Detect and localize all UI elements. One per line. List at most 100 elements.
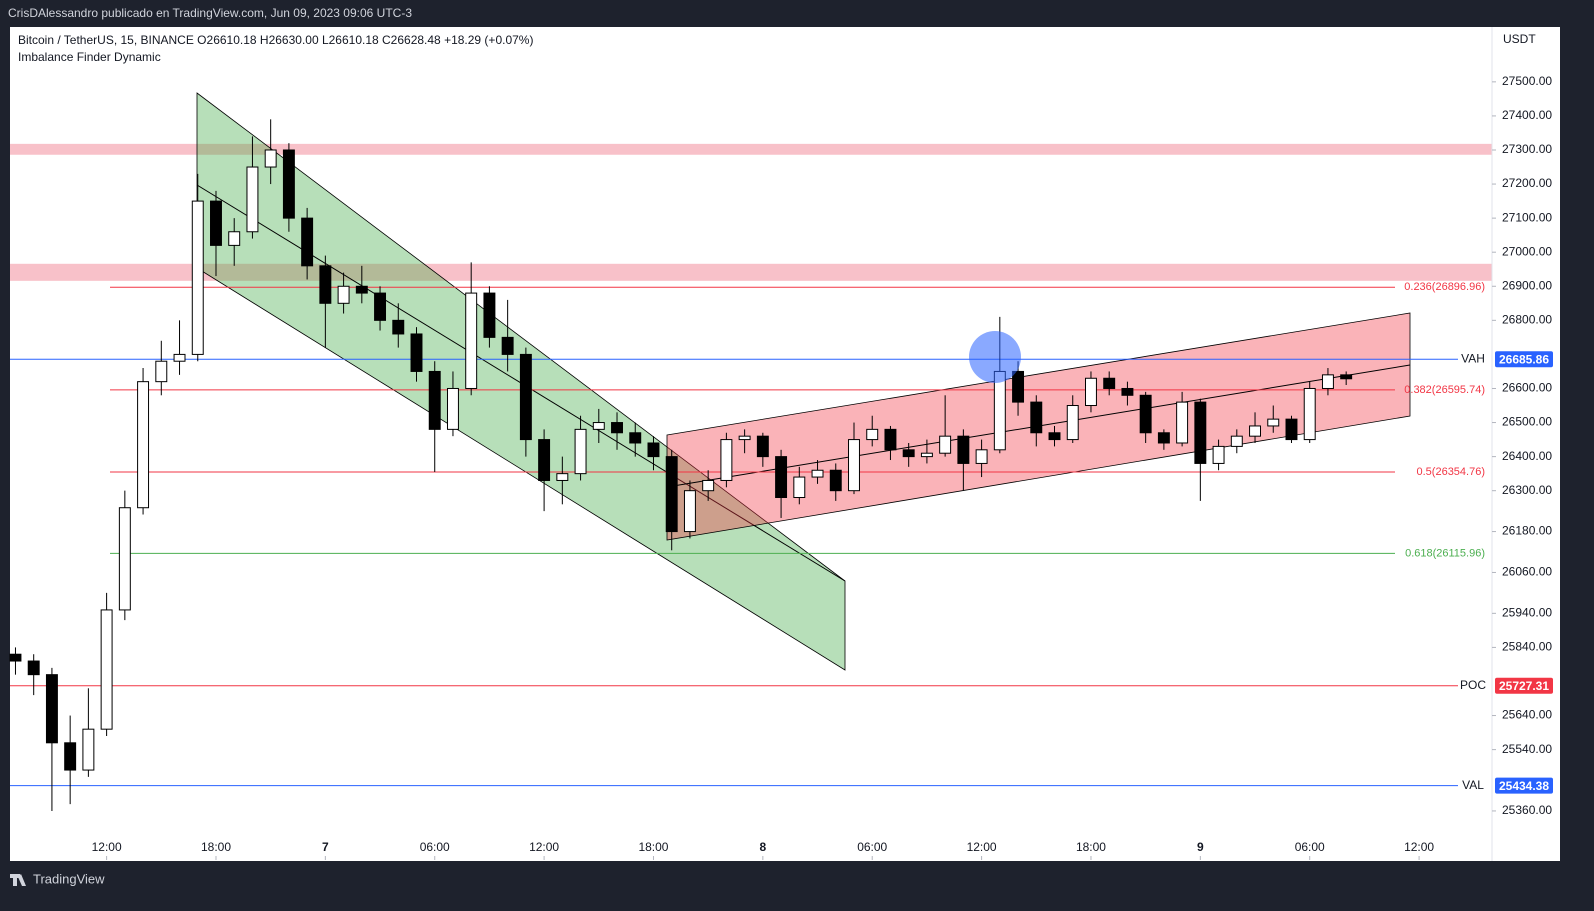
y-tick-label: 27000.00 bbox=[1502, 244, 1552, 258]
level-name: VAL bbox=[1462, 778, 1484, 792]
candle-body bbox=[1303, 387, 1316, 441]
candle-body bbox=[246, 166, 259, 233]
candle-body bbox=[574, 428, 587, 475]
candle-body bbox=[155, 360, 168, 383]
candle-body bbox=[1194, 401, 1207, 464]
candle-body bbox=[592, 422, 605, 430]
candle-body bbox=[1321, 374, 1334, 389]
candle-body bbox=[975, 449, 988, 464]
candle-body bbox=[392, 319, 405, 335]
candle-body bbox=[629, 432, 642, 444]
y-tick-label: 25840.00 bbox=[1502, 640, 1552, 654]
candle-body bbox=[519, 353, 532, 441]
y-tick-label: 25540.00 bbox=[1502, 742, 1552, 756]
y-tick-label: 25360.00 bbox=[1502, 803, 1552, 817]
candle-body bbox=[993, 370, 1006, 451]
levels: 0.236(26896.96) 0.382(26595.74) 0.5(26354.… bbox=[10, 281, 1553, 794]
candle-body bbox=[884, 428, 897, 451]
logo bbox=[10, 874, 26, 886]
y-tick-label: 27500.00 bbox=[1502, 74, 1552, 88]
footer: TradingView bbox=[33, 871, 105, 886]
x-tick-label: 06:00 bbox=[1295, 840, 1325, 854]
candle-body bbox=[848, 439, 860, 492]
candle-body bbox=[902, 449, 915, 458]
candle-body bbox=[1212, 445, 1225, 464]
x-tick-label: 7 bbox=[322, 840, 329, 854]
candle-body bbox=[920, 452, 933, 458]
x-tick-label: 12:00 bbox=[1404, 840, 1434, 854]
candles bbox=[9, 119, 1353, 811]
level-value: 26685.86 bbox=[1499, 352, 1549, 366]
x-tick-label: 9 bbox=[1197, 840, 1204, 854]
highlight-circle bbox=[969, 331, 1021, 383]
y-tick-label: 27400.00 bbox=[1502, 108, 1552, 122]
candle-body bbox=[866, 428, 879, 441]
level-box bbox=[1495, 351, 1553, 368]
y-tick-label: 25940.00 bbox=[1502, 606, 1552, 620]
y-tick-label: 25640.00 bbox=[1502, 708, 1552, 722]
candle-body bbox=[1048, 432, 1061, 441]
candle-body bbox=[118, 507, 131, 611]
candle-body bbox=[374, 292, 387, 321]
x-tick-label: 18:00 bbox=[1076, 840, 1106, 854]
y-tick-label: 26400.00 bbox=[1502, 449, 1552, 463]
level-name: POC bbox=[1460, 678, 1486, 692]
candle-body bbox=[64, 742, 77, 771]
candle-body bbox=[756, 435, 769, 458]
fib-label: 0.382(26595.74) bbox=[1404, 384, 1485, 396]
candle-body bbox=[683, 490, 696, 533]
candle-body bbox=[210, 200, 222, 246]
candle-body bbox=[1084, 377, 1097, 407]
candle-body bbox=[337, 285, 350, 304]
candle-body bbox=[9, 653, 22, 662]
x-tick-label: 06:00 bbox=[420, 840, 450, 854]
fib-label: 0.618(26115.96) bbox=[1405, 547, 1485, 559]
y-tick-label: 26800.00 bbox=[1502, 313, 1552, 327]
candle-body bbox=[264, 149, 277, 168]
candle-body bbox=[556, 473, 569, 481]
candle-body bbox=[410, 333, 423, 372]
candle-body bbox=[1176, 401, 1189, 444]
candle-body bbox=[793, 476, 806, 499]
candle-body bbox=[228, 231, 241, 246]
level-name: VAH bbox=[1461, 351, 1485, 365]
candle-body bbox=[738, 435, 751, 441]
candle-body bbox=[1157, 432, 1170, 444]
y-tick-label: 27100.00 bbox=[1502, 210, 1552, 224]
candle-body bbox=[173, 353, 186, 362]
candle-body bbox=[446, 387, 459, 430]
candle-body bbox=[665, 456, 678, 533]
y-tick-label: 26300.00 bbox=[1502, 483, 1552, 497]
candle-body bbox=[137, 381, 150, 509]
level-box bbox=[1495, 777, 1553, 794]
fib-label: 0.236(26896.96) bbox=[1404, 281, 1485, 293]
y-tick-label: 27300.00 bbox=[1502, 142, 1552, 156]
candle-body bbox=[191, 200, 204, 355]
candle-body bbox=[1340, 374, 1353, 380]
candle-body bbox=[939, 435, 952, 454]
y-tick-label: 26600.00 bbox=[1502, 381, 1552, 395]
chart-title: Bitcoin / TetherUS, 15, BINANCE O26610.1… bbox=[18, 33, 533, 47]
candle-body bbox=[538, 439, 551, 481]
x-tick-label: 18:00 bbox=[201, 840, 231, 854]
header: CrisDAlessandro publicado en TradingView… bbox=[8, 6, 412, 20]
candle-body bbox=[27, 660, 40, 676]
zone bbox=[10, 143, 1492, 155]
level-box bbox=[1495, 677, 1553, 694]
candle-body bbox=[647, 442, 660, 458]
candle-body bbox=[282, 149, 295, 219]
x-tick-label: 06:00 bbox=[857, 840, 887, 854]
candle-body bbox=[483, 292, 496, 338]
y-tick-label: 27200.00 bbox=[1502, 176, 1552, 190]
candle-body bbox=[1066, 405, 1079, 441]
candle-body bbox=[611, 422, 623, 434]
x-tick-label: 12:00 bbox=[92, 840, 122, 854]
candle-body bbox=[1267, 418, 1280, 427]
candle-body bbox=[829, 469, 842, 492]
candle-body bbox=[957, 435, 970, 464]
candle-body bbox=[501, 336, 514, 355]
candle-body bbox=[319, 265, 332, 304]
candle-body bbox=[702, 479, 715, 492]
